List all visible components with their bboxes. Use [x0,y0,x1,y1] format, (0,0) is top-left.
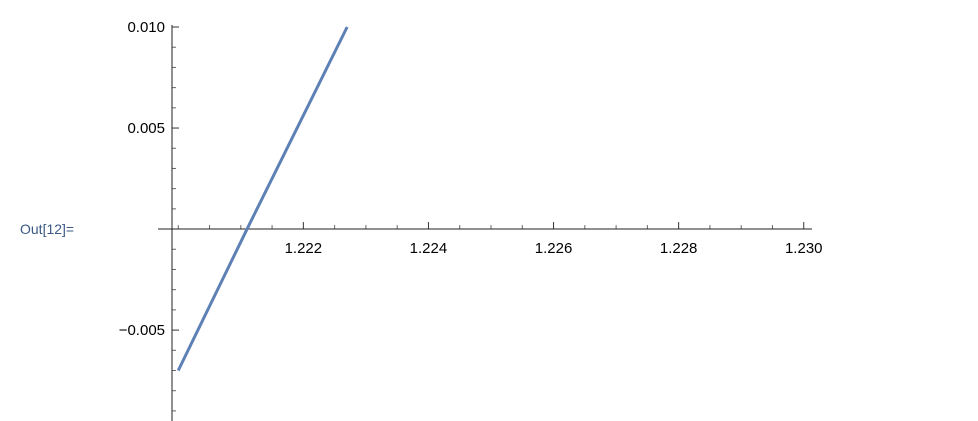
x-tick-label: 1.228 [660,240,698,257]
minor-ticks [172,46,773,412]
output-cell-label[interactable]: Out[12]= [20,221,75,237]
series-line [176,26,349,372]
x-tick-label: 1.224 [410,240,448,257]
y-tick-label: −0.005 [119,322,165,339]
major-ticks [172,26,805,331]
x-tick-label: 1.230 [785,240,823,257]
y-tick-label: 0.005 [127,120,165,137]
series-layer [176,26,349,372]
x-tick-label: 1.226 [535,240,573,257]
x-tick-label: 1.222 [285,240,323,257]
y-tick-label: 0.010 [127,19,165,36]
tick-labels: 1.222 1.224 1.226 1.228 1.230 0.010 0.005 −0.00… [119,19,823,339]
